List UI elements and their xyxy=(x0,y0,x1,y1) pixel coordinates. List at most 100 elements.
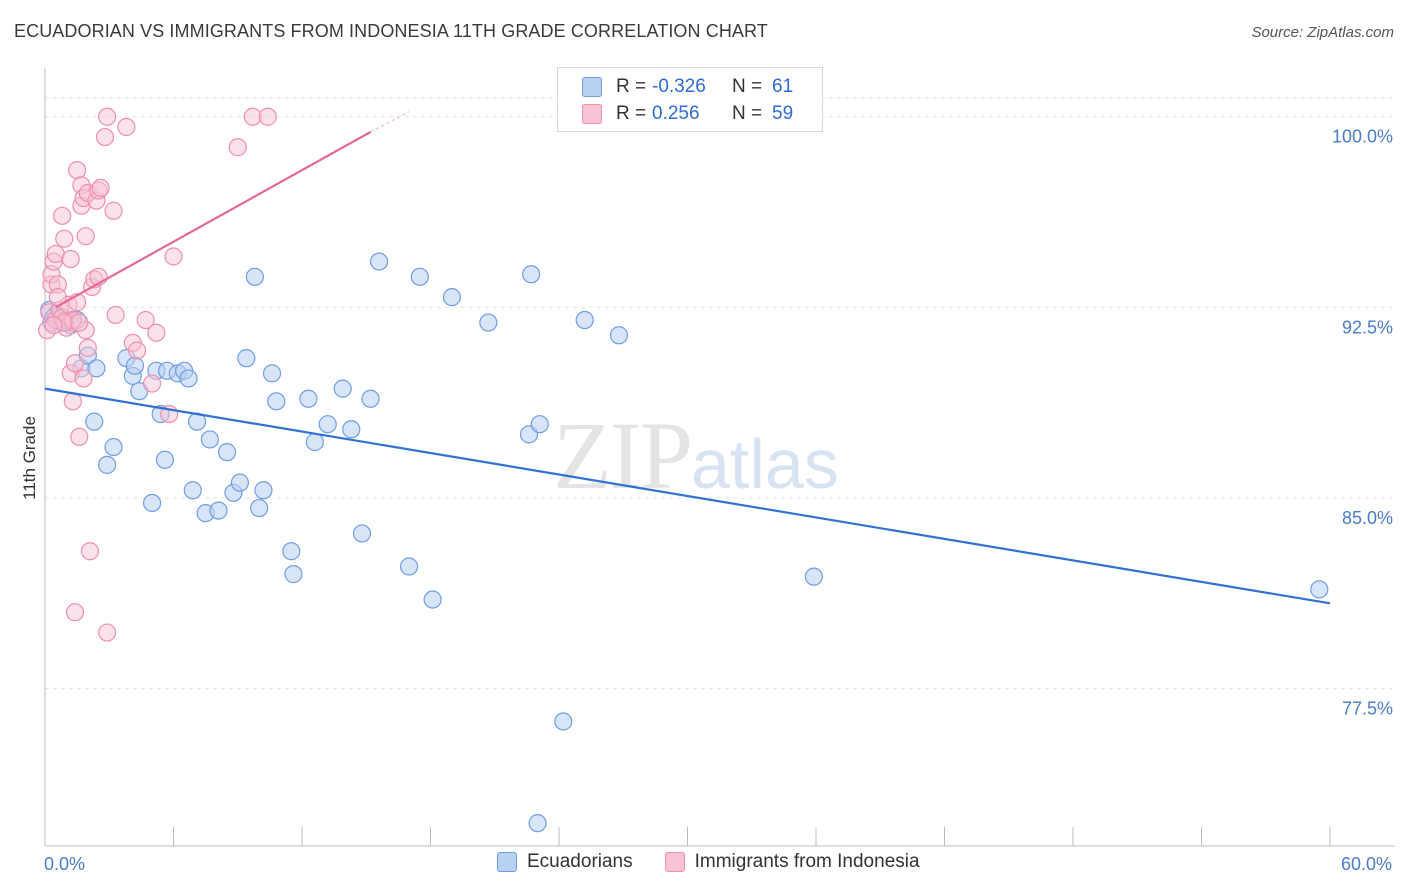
watermark: ZIPatlas xyxy=(553,400,839,511)
y-tick-label: 100.0% xyxy=(1332,127,1393,147)
indonesia-point xyxy=(53,206,72,225)
ecuadorian-point xyxy=(267,392,286,411)
ecuadorian-point xyxy=(804,567,823,586)
r-value: -0.326 xyxy=(652,76,706,97)
ecuadorian-point xyxy=(183,481,202,500)
y-tick-label: 92.5% xyxy=(1342,317,1393,337)
ecuadorian-point xyxy=(125,356,145,375)
indonesia-point xyxy=(104,201,123,220)
indonesia-point xyxy=(91,178,110,197)
legend-label: Ecuadorians xyxy=(527,851,633,872)
ecuadorian-point xyxy=(410,267,429,286)
n-value: 61 xyxy=(772,76,794,97)
indonesia-point xyxy=(44,315,63,335)
ecuadorian-point xyxy=(318,415,337,434)
ecuadorian-point xyxy=(1310,580,1329,599)
indonesia-point xyxy=(228,138,247,157)
legend-item-indonesia[interactable]: Immigrants from Indonesia xyxy=(664,851,920,873)
watermark-atlas: atlas xyxy=(691,425,839,503)
chart-title: ECUADORIAN VS IMMIGRANTS FROM INDONESIA … xyxy=(14,21,768,41)
indonesia-point xyxy=(164,247,183,266)
indonesia-point xyxy=(65,354,85,373)
ecuadorian-point xyxy=(237,349,256,368)
indonesia-point xyxy=(74,369,93,388)
grid-lines xyxy=(45,97,1395,689)
ecuadorian-point xyxy=(155,450,175,469)
ecuadorian-point xyxy=(250,498,269,518)
x-tick-label: 60.0% xyxy=(1341,854,1392,874)
ecuadorians-swatch xyxy=(497,852,517,872)
ecuadorian-point xyxy=(98,455,117,474)
indonesia-point xyxy=(127,341,147,360)
n-label: N = xyxy=(732,76,763,97)
ecuadorian-point xyxy=(530,415,549,434)
indonesia-point xyxy=(117,117,136,137)
ecuadorian-point xyxy=(399,557,419,576)
ecuadorian-point xyxy=(87,359,106,378)
ecuadorian-point xyxy=(254,481,273,500)
indonesia-point xyxy=(61,249,80,269)
indonesia-point xyxy=(258,107,277,126)
y-tick-label: 77.5% xyxy=(1342,698,1393,718)
indonesia-point xyxy=(98,623,117,642)
watermark-zip: ZIP xyxy=(553,402,693,509)
n-label: N = xyxy=(732,103,763,124)
ecuadorian-point xyxy=(442,288,462,307)
source-label: Source: ZipAtlas.com xyxy=(1251,24,1394,41)
indonesia-point xyxy=(76,227,95,246)
ecuadorian-point xyxy=(104,437,123,457)
indonesia-swatch xyxy=(582,104,602,124)
ecuadorian-point xyxy=(554,712,573,731)
ecuadorian-point xyxy=(217,443,237,462)
indonesia-point xyxy=(147,323,166,342)
tick-labels: 100.0% 92.5% 85.0% 77.5% 0.0% 60.0% 11th Grade xyxy=(20,127,1393,874)
indonesia-point xyxy=(68,160,87,180)
ecuadorian-point xyxy=(423,590,442,609)
ecuadorians-trend-line xyxy=(44,387,1331,605)
ecuadorian-point xyxy=(352,524,372,543)
ecuadorian-point xyxy=(299,389,318,408)
indonesia-point xyxy=(78,338,97,358)
ecuadorian-point xyxy=(284,565,303,584)
ecuadorian-point xyxy=(245,267,264,286)
ecuadorian-point xyxy=(479,313,498,332)
indonesia-points xyxy=(38,107,277,642)
indonesia-point xyxy=(55,229,74,248)
ecuadorian-point xyxy=(333,379,352,398)
ecuadorian-point xyxy=(522,265,541,284)
indonesia-point xyxy=(98,107,117,126)
ecuadorian-point xyxy=(200,430,220,449)
indonesia-trend-line xyxy=(55,131,372,309)
indonesia-trend-extension xyxy=(370,111,410,133)
indonesia-point xyxy=(70,313,89,332)
ecuadorian-point xyxy=(361,389,380,408)
legend-row-indonesia: R = 0.256 N = 59 xyxy=(582,101,793,127)
correlation-legend: R = -0.326 N = 61 R = 0.256 N = 59 xyxy=(557,67,823,132)
ecuadorian-point xyxy=(282,542,301,561)
x-tick-label: 0.0% xyxy=(44,854,85,874)
ecuadorian-point xyxy=(342,420,361,439)
legend-item-ecuadorians[interactable]: Ecuadorians xyxy=(497,851,633,873)
series-legend: Ecuadorians Immigrants from Indonesia xyxy=(497,851,952,873)
r-label: R = xyxy=(616,103,647,124)
legend-row-ecuadorians: R = -0.326 N = 61 xyxy=(582,74,793,100)
indonesia-point xyxy=(95,127,115,147)
indonesia-point xyxy=(142,374,162,393)
ecuadorians-swatch xyxy=(582,77,602,97)
ecuadorian-point xyxy=(609,326,629,345)
legend-label: Immigrants from Indonesia xyxy=(694,851,920,872)
ecuadorian-point xyxy=(179,369,198,388)
indonesia-point xyxy=(80,542,100,561)
ecuadorian-point xyxy=(262,364,282,383)
ecuadorian-point xyxy=(230,473,249,492)
indonesia-point xyxy=(65,603,85,622)
ecuadorian-point xyxy=(305,432,324,452)
ecuadorian-point xyxy=(370,252,389,271)
ecuadorian-point xyxy=(528,814,547,833)
ecuadorian-point xyxy=(85,412,104,431)
indonesia-swatch xyxy=(664,852,685,872)
indonesia-point xyxy=(106,305,125,325)
ecuadorian-point xyxy=(142,493,162,513)
trend-lines xyxy=(44,111,1331,605)
